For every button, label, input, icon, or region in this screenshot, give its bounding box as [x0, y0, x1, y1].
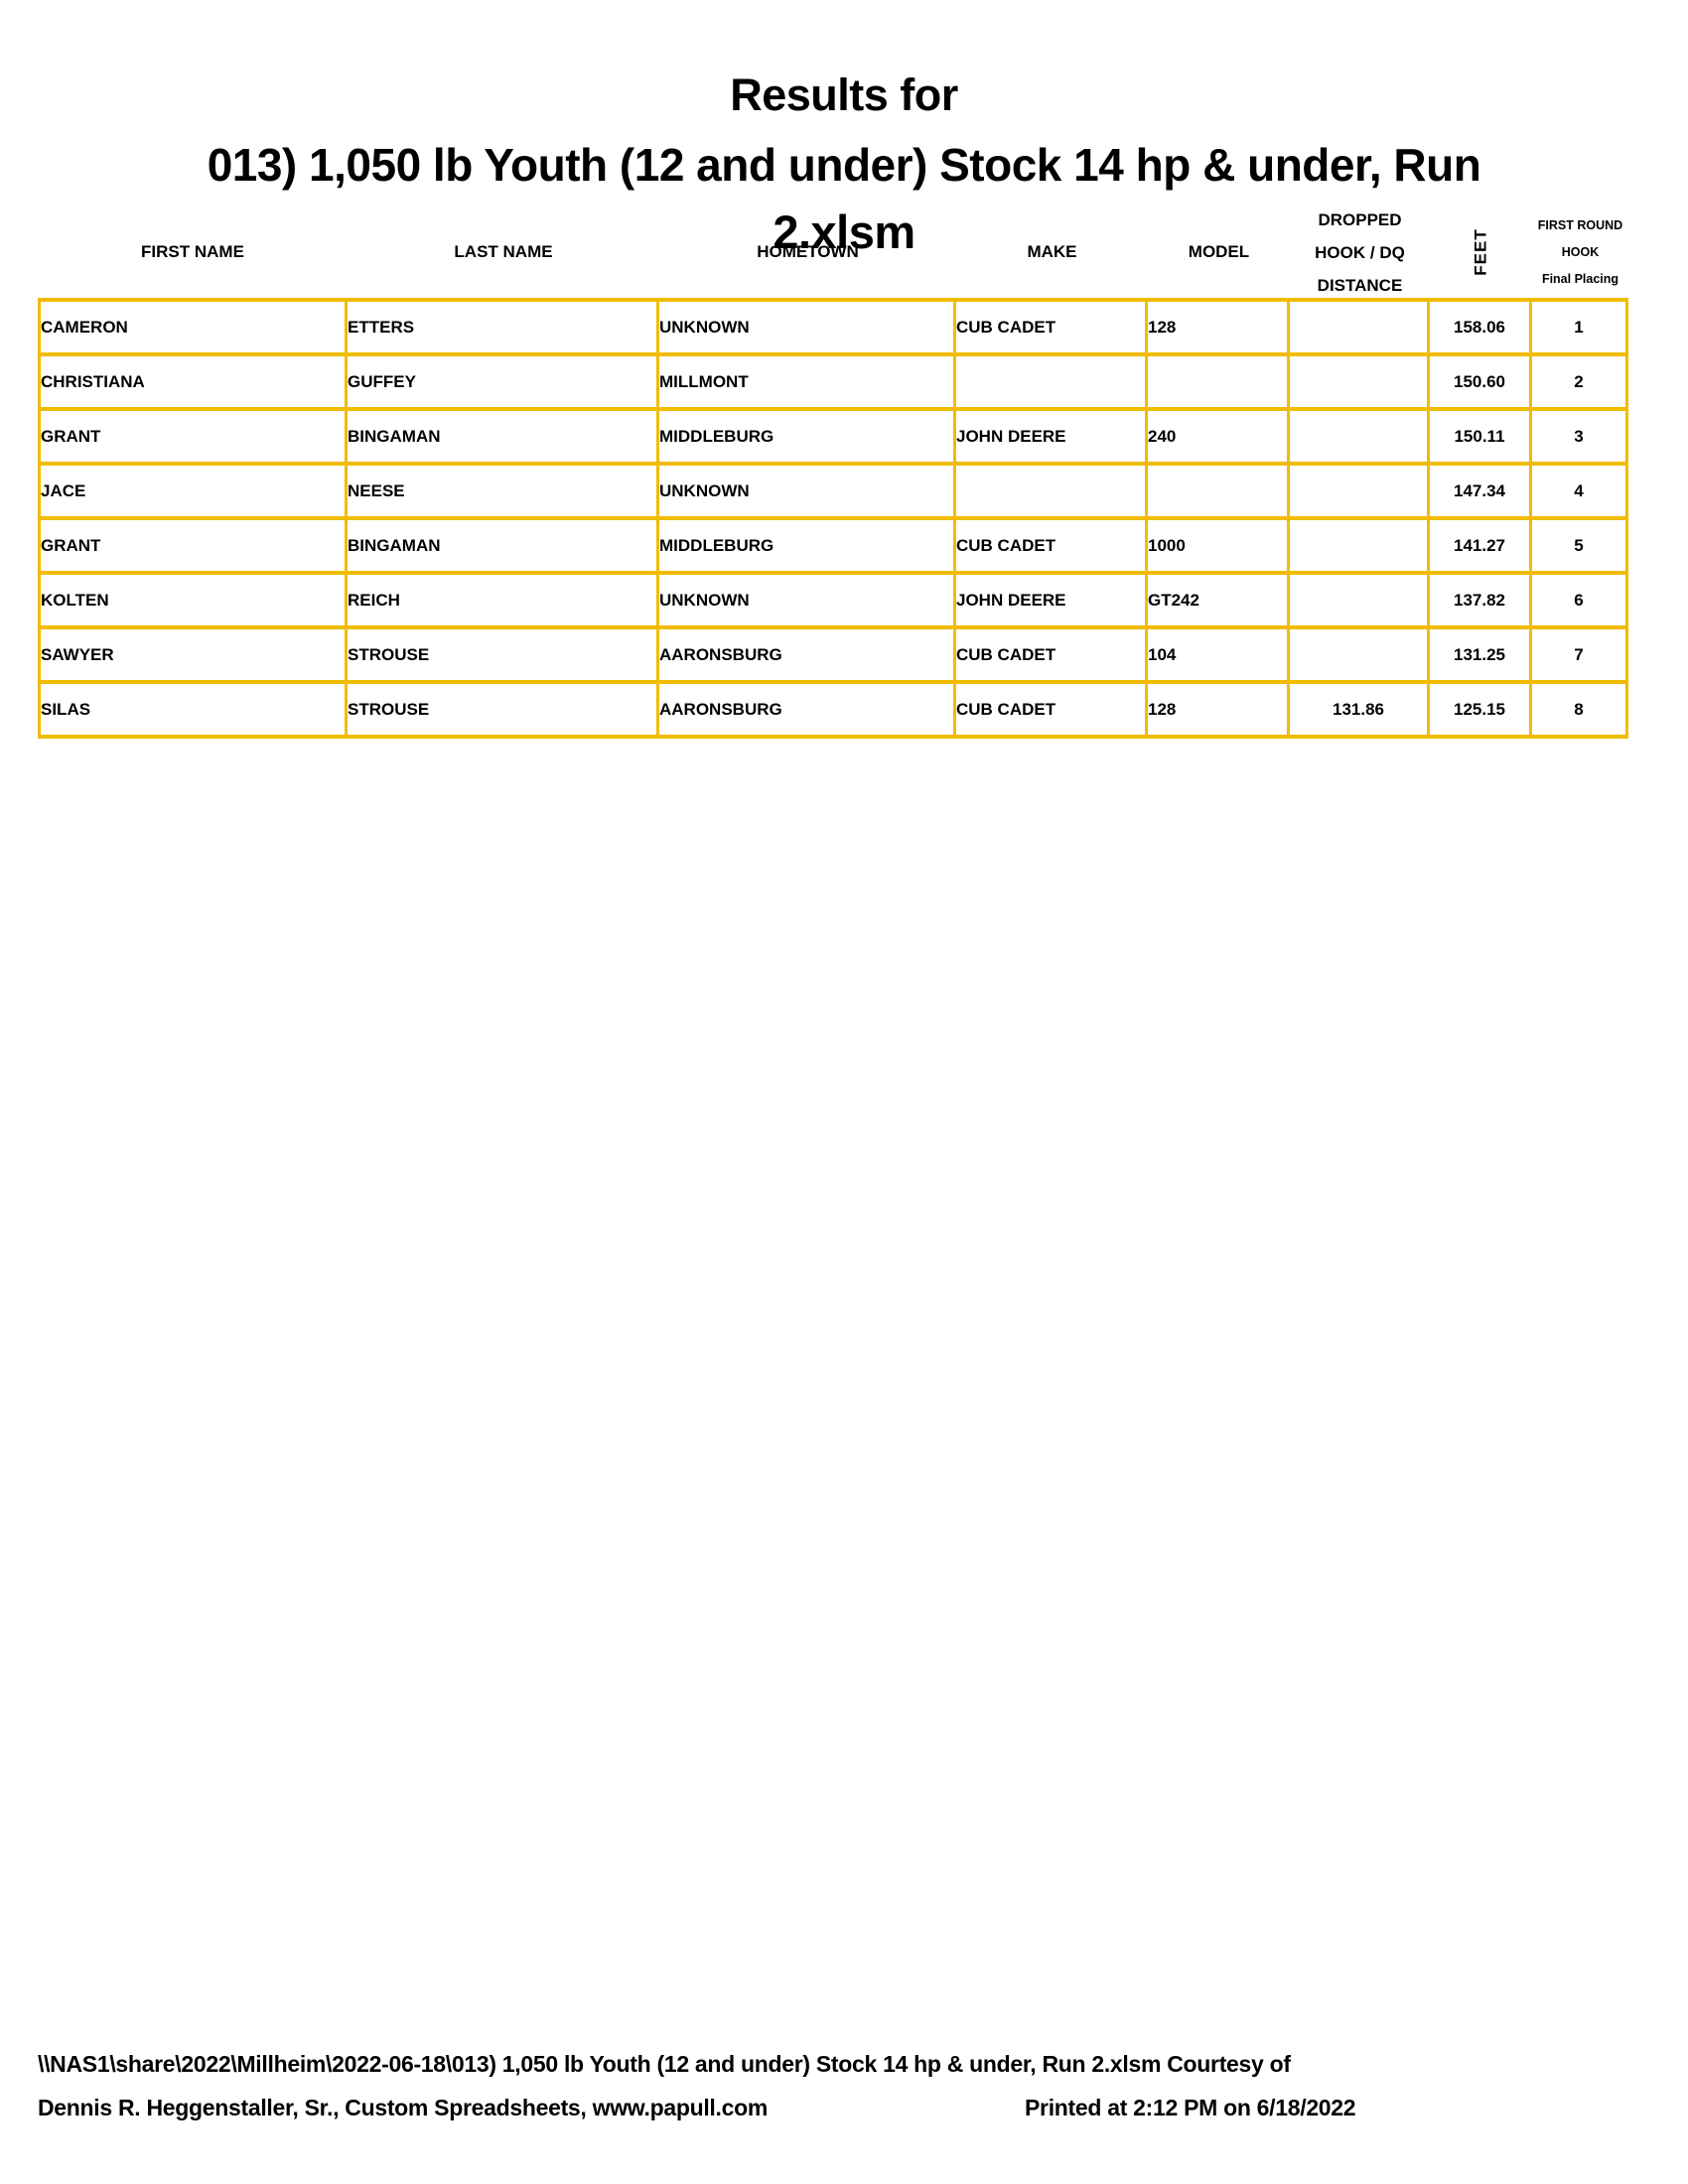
- table-row: GRANT BINGAMAN MIDDLEBURG CUB CADET 1000…: [38, 516, 1628, 575]
- cell-model: GT242: [1145, 571, 1290, 629]
- cell-hometown: MILLMONT: [656, 352, 956, 411]
- header-first-name: FIRST NAME: [38, 206, 348, 298]
- cell-feet: 150.11: [1427, 407, 1532, 466]
- footer-printed-timestamp: Printed at 2:12 PM on 6/18/2022: [1025, 2095, 1356, 2120]
- cell-feet: 131.25: [1427, 625, 1532, 684]
- cell-model: 128: [1145, 298, 1290, 356]
- cell-dropped: [1287, 407, 1430, 466]
- results-table: CAMERON ETTERS UNKNOWN CUB CADET 128 158…: [38, 298, 1628, 739]
- header-label: DISTANCE: [1317, 275, 1403, 295]
- cell-feet: 150.60: [1427, 352, 1532, 411]
- cell-feet: 141.27: [1427, 516, 1532, 575]
- cell-dropped: [1287, 625, 1430, 684]
- table-row: GRANT BINGAMAN MIDDLEBURG JOHN DEERE 240…: [38, 407, 1628, 466]
- cell-hometown: UNKNOWN: [656, 571, 956, 629]
- cell-first-name: CAMERON: [38, 298, 348, 356]
- cell-hometown: AARONSBURG: [656, 625, 956, 684]
- cell-first-name: JACE: [38, 462, 348, 520]
- footer-file-path: \\NAS1\share\2022\Millheim\2022-06-18\01…: [38, 2051, 1291, 2077]
- cell-hometown: MIDDLEBURG: [656, 516, 956, 575]
- cell-make: CUB CADET: [953, 680, 1148, 739]
- header-last-name: LAST NAME: [348, 206, 659, 298]
- cell-first-name: CHRISTIANA: [38, 352, 348, 411]
- cell-make: CUB CADET: [953, 516, 1148, 575]
- cell-make: [953, 462, 1148, 520]
- cell-last-name: GUFFEY: [345, 352, 659, 411]
- cell-last-name: NEESE: [345, 462, 659, 520]
- cell-feet: 158.06: [1427, 298, 1532, 356]
- cell-placing: 6: [1529, 571, 1628, 629]
- cell-first-name: SAWYER: [38, 625, 348, 684]
- cell-model: 1000: [1145, 516, 1290, 575]
- table-row: JACE NEESE UNKNOWN 147.34 4: [38, 462, 1628, 520]
- page-title-line3-overlay: 2.xlsm: [773, 205, 915, 258]
- cell-dropped: [1287, 352, 1430, 411]
- header-label: HOOK / DQ: [1315, 242, 1405, 262]
- table-row: SILAS STROUSE AARONSBURG CUB CADET 128 1…: [38, 680, 1628, 739]
- cell-placing: 7: [1529, 625, 1628, 684]
- cell-hometown: UNKNOWN: [656, 298, 956, 356]
- cell-placing: 8: [1529, 680, 1628, 739]
- cell-make: CUB CADET: [953, 298, 1148, 356]
- header-first-round-hook-final-placing: FIRST ROUND HOOK Final Placing: [1532, 206, 1628, 298]
- table-row: CHRISTIANA GUFFEY MILLMONT 150.60 2: [38, 352, 1628, 411]
- cell-placing: 4: [1529, 462, 1628, 520]
- cell-model: [1145, 462, 1290, 520]
- cell-dropped: [1287, 462, 1430, 520]
- cell-last-name: REICH: [345, 571, 659, 629]
- header-label: FIRST NAME: [141, 242, 244, 261]
- cell-last-name: STROUSE: [345, 625, 659, 684]
- cell-first-name: SILAS: [38, 680, 348, 739]
- table-row: SAWYER STROUSE AARONSBURG CUB CADET 104 …: [38, 625, 1628, 684]
- cell-feet: 137.82: [1427, 571, 1532, 629]
- cell-last-name: BINGAMAN: [345, 407, 659, 466]
- cell-last-name: ETTERS: [345, 298, 659, 356]
- cell-hometown: UNKNOWN: [656, 462, 956, 520]
- header-model: MODEL: [1148, 206, 1290, 298]
- cell-first-name: GRANT: [38, 407, 348, 466]
- header-hometown: HOMETOWN: [659, 206, 956, 298]
- header-label: FIRST ROUND: [1537, 217, 1623, 232]
- cell-dropped: [1287, 298, 1430, 356]
- column-header-row: FIRST NAME LAST NAME HOMETOWN MAKE MODEL…: [38, 206, 1628, 298]
- header-label: HOMETOWN: [757, 242, 859, 261]
- cell-placing: 1: [1529, 298, 1628, 356]
- table-row: KOLTEN REICH UNKNOWN JOHN DEERE GT242 13…: [38, 571, 1628, 629]
- cell-last-name: STROUSE: [345, 680, 659, 739]
- header-label: HOOK: [1561, 244, 1600, 259]
- header-label: MAKE: [1027, 242, 1077, 261]
- header-make: MAKE: [956, 206, 1148, 298]
- cell-dropped: [1287, 571, 1430, 629]
- cell-placing: 3: [1529, 407, 1628, 466]
- cell-make: CUB CADET: [953, 625, 1148, 684]
- table-row: CAMERON ETTERS UNKNOWN CUB CADET 128 158…: [38, 298, 1628, 356]
- header-label: MODEL: [1188, 242, 1250, 261]
- page-title-line2: 013) 1,050 lb Youth (12 and under) Stock…: [207, 139, 1481, 191]
- cell-make: JOHN DEERE: [953, 407, 1148, 466]
- cell-model: [1145, 352, 1290, 411]
- cell-make: JOHN DEERE: [953, 571, 1148, 629]
- cell-hometown: MIDDLEBURG: [656, 407, 956, 466]
- cell-hometown: AARONSBURG: [656, 680, 956, 739]
- cell-first-name: KOLTEN: [38, 571, 348, 629]
- cell-model: 104: [1145, 625, 1290, 684]
- header-label: Final Placing: [1541, 271, 1619, 286]
- cell-make: [953, 352, 1148, 411]
- header-dropped-hook-dq-distance: DROPPED HOOK / DQ DISTANCE: [1290, 206, 1430, 298]
- cell-last-name: BINGAMAN: [345, 516, 659, 575]
- cell-first-name: GRANT: [38, 516, 348, 575]
- header-label: LAST NAME: [454, 242, 553, 261]
- cell-placing: 2: [1529, 352, 1628, 411]
- cell-placing: 5: [1529, 516, 1628, 575]
- cell-feet: 147.34: [1427, 462, 1532, 520]
- footer-courtesy: Dennis R. Heggenstaller, Sr., Custom Spr…: [38, 2095, 769, 2120]
- cell-model: 128: [1145, 680, 1290, 739]
- header-label: DROPPED: [1318, 209, 1402, 229]
- cell-feet: 125.15: [1427, 680, 1532, 739]
- page-title-line1: Results for: [730, 69, 958, 120]
- cell-dropped: 131.86: [1287, 680, 1430, 739]
- cell-dropped: [1287, 516, 1430, 575]
- cell-model: 240: [1145, 407, 1290, 466]
